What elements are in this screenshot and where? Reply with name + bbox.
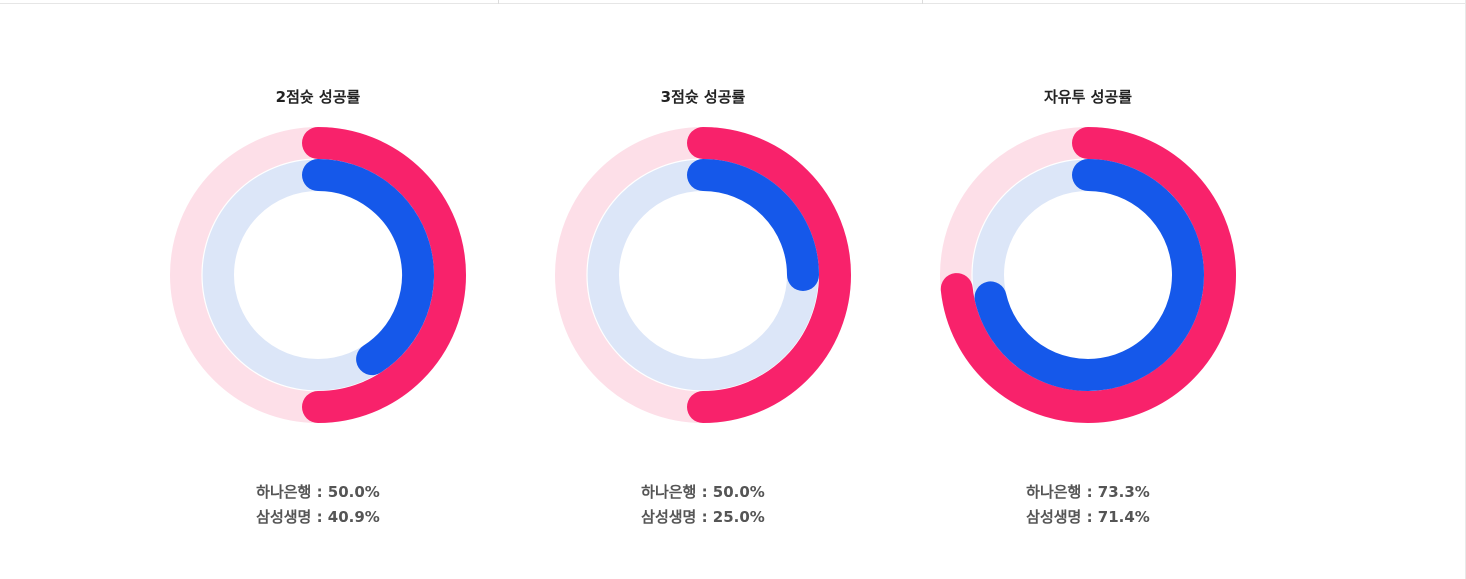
ring-arc-series-2 — [974, 159, 1204, 391]
legend-entry-series-2: 삼성생명 : 25.0% — [641, 508, 765, 526]
series-name: 하나은행 — [1026, 483, 1082, 501]
ring-arc-series-1 — [940, 127, 1236, 423]
ring-arc-series-2 — [687, 159, 819, 291]
top-tab-divider — [922, 0, 923, 4]
legend-entry-series-2: 삼성생명 : 40.9% — [256, 508, 380, 526]
chart-free-throw-success-rate: 자유투 성공률 하나은행 : 73.3% 삼성생명 : 71.4% — [938, 80, 1238, 540]
chart-title: 3점슛 성공률 — [660, 88, 746, 106]
ring-arc-series-2 — [302, 159, 434, 376]
top-divider — [0, 3, 1466, 4]
chart-legend: 하나은행 : 73.3% 삼성생명 : 71.4% — [938, 480, 1238, 530]
series-value: 25.0% — [712, 508, 765, 526]
legend-entry-series-2: 삼성생명 : 71.4% — [1026, 508, 1150, 526]
donut-chart — [940, 127, 1236, 423]
series-name: 삼성생명 — [1026, 508, 1082, 526]
chart-legend: 하나은행 : 50.0% 삼성생명 : 25.0% — [553, 480, 853, 530]
donut-chart — [555, 127, 851, 423]
legend-entry-series-1: 하나은행 : 73.3% — [1026, 483, 1150, 501]
series-name: 삼성생명 — [641, 508, 697, 526]
series-value: 73.3% — [1097, 483, 1150, 501]
chart-3pt-success-rate: 3점슛 성공률 하나은행 : 50.0% 삼성생명 : 25.0% — [553, 80, 853, 540]
chart-2pt-success-rate: 2점슛 성공률 하나은행 : 50.0% 삼성생명 : 40.9% — [168, 80, 468, 540]
series-name: 하나은행 — [256, 483, 312, 501]
legend-entry-series-1: 하나은행 : 50.0% — [256, 483, 380, 501]
series-name: 삼성생명 — [256, 508, 312, 526]
chart-title: 자유투 성공률 — [1043, 88, 1133, 106]
chart-title: 2점슛 성공률 — [275, 88, 361, 106]
ring-arc-series-1 — [687, 127, 851, 423]
series-value: 71.4% — [1097, 508, 1150, 526]
series-name: 하나은행 — [641, 483, 697, 501]
series-value: 40.9% — [327, 508, 380, 526]
ring-arc-series-1 — [302, 127, 466, 423]
series-value: 50.0% — [327, 483, 380, 501]
legend-entry-series-1: 하나은행 : 50.0% — [641, 483, 765, 501]
top-tab-divider — [498, 0, 499, 4]
chart-legend: 하나은행 : 50.0% 삼성생명 : 40.9% — [168, 480, 468, 530]
series-value: 50.0% — [712, 483, 765, 501]
donut-chart — [170, 127, 466, 423]
